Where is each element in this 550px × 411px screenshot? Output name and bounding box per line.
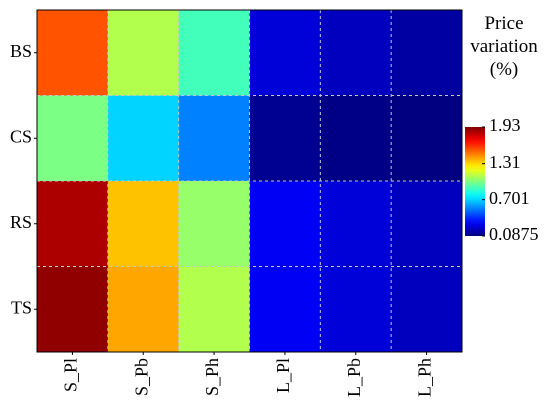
y-tick-label: CS (10, 126, 32, 146)
colorbar-tick-label: 1.93 (489, 115, 521, 135)
heatmap-cell (37, 10, 109, 96)
heatmap-cell (37, 181, 109, 267)
x-tick-label: L_Ph (415, 358, 435, 397)
heatmap-cell (249, 266, 321, 353)
colorbar-title: Price variation (%) (470, 13, 538, 80)
heatmap-cell (107, 266, 180, 353)
heatmap-cell (178, 10, 250, 96)
colorbar-tick-label: 0.0875 (489, 224, 539, 244)
heatmap-cell (107, 181, 180, 267)
x-tick-label: L_Pl (273, 358, 293, 393)
heatmap-cell (107, 10, 180, 96)
x-tick-label: S_Pb (131, 358, 151, 396)
x-tick-label: S_Pl (61, 358, 81, 392)
heatmap-cell (391, 10, 463, 96)
heatmap-cell (320, 95, 392, 182)
heatmap-cell (249, 181, 321, 267)
heatmap-cell (178, 95, 250, 182)
heatmap-cell (249, 10, 321, 96)
heatmap-cell (178, 266, 250, 353)
heatmap-cell (320, 266, 392, 353)
x-tick-label: S_Ph (202, 358, 222, 396)
heatmap-cell (107, 95, 180, 182)
heatmap-cell (37, 95, 109, 182)
heatmap-cell (37, 266, 109, 353)
y-tick-label: RS (10, 212, 32, 232)
heatmap-cell (178, 181, 250, 267)
plot-frame (36, 9, 463, 353)
colorbar-tick-label: 0.701 (489, 188, 530, 208)
y-tick-label: BS (10, 41, 32, 61)
heatmap-cell (320, 10, 392, 96)
heatmap-cell (391, 181, 463, 267)
heatmap-cell (249, 95, 321, 182)
y-tick-label: TS (11, 297, 32, 317)
heatmap-cell (320, 181, 392, 267)
x-tick-label: L_Pb (344, 358, 364, 397)
heatmap-cell (391, 266, 463, 353)
colorbar-tick-label: 1.31 (489, 152, 521, 172)
colorbar (465, 127, 485, 236)
heatmap-cell (391, 95, 463, 182)
